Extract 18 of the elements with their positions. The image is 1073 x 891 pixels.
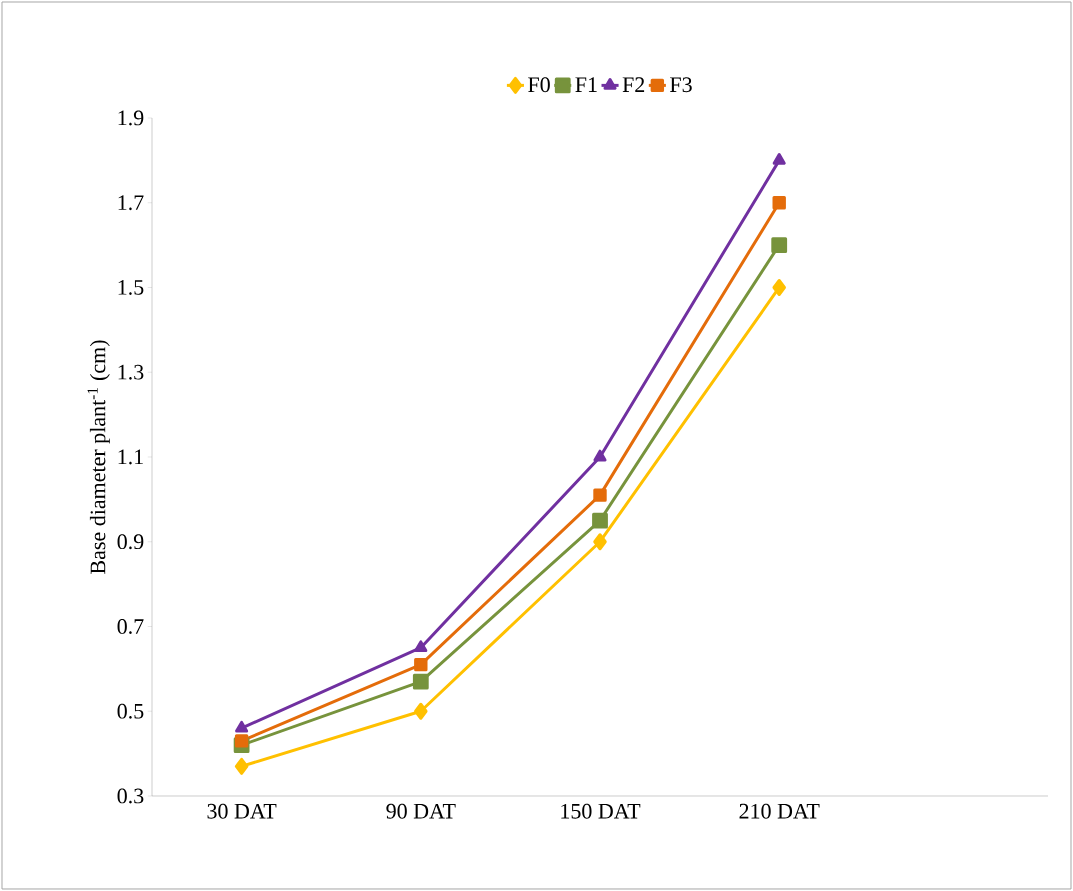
x-tick-label: 90 DAT: [386, 803, 456, 819]
x-tick-label: 210 DAT: [739, 803, 820, 819]
legend-label: F0: [528, 77, 550, 93]
legend-label: F2: [622, 77, 645, 92]
x-tick-label: 30 DAT: [207, 803, 277, 819]
y-tick-label: 0.3: [117, 788, 144, 804]
y-tick-label: 1.1: [118, 449, 143, 465]
y-tick-label: 0.7: [117, 619, 144, 634]
y-axis-title: Base diameter plant$^{-1}$ (cm): [87, 340, 110, 574]
y-tick-label: 0.5: [117, 703, 144, 719]
y-tick-label: 1.7: [118, 195, 144, 211]
x-tick-label: 150 DAT: [561, 803, 641, 819]
y-tick-label: 1.9: [118, 110, 144, 126]
legend-label: F3: [670, 77, 692, 93]
legend-label: F1: [575, 77, 597, 92]
y-tick-label: 1.3: [118, 364, 144, 380]
y-tick-label: 1.5: [118, 280, 144, 295]
y-tick-label: 0.9: [117, 534, 144, 550]
